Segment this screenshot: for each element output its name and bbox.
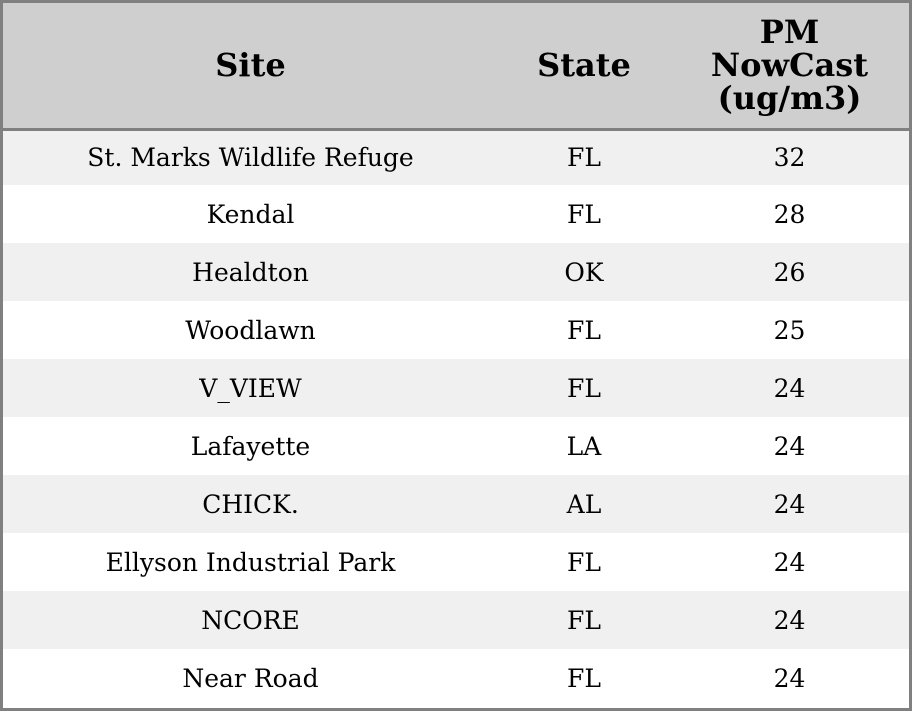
table-row: CHICK. AL 24 bbox=[3, 475, 909, 533]
cell-site: Woodlawn bbox=[3, 301, 498, 359]
data-table: Site State PM NowCast (ug/m3) St. Marks … bbox=[3, 3, 909, 707]
cell-site: Lafayette bbox=[3, 417, 498, 475]
cell-state: FL bbox=[498, 591, 670, 649]
cell-pm: 28 bbox=[670, 185, 909, 243]
cell-state: FL bbox=[498, 533, 670, 591]
cell-site: V_VIEW bbox=[3, 359, 498, 417]
cell-pm: 24 bbox=[670, 591, 909, 649]
table-row: V_VIEW FL 24 bbox=[3, 359, 909, 417]
table-header: Site State PM NowCast (ug/m3) bbox=[3, 3, 909, 131]
cell-site: Healdton bbox=[3, 243, 498, 301]
cell-state: FL bbox=[498, 129, 670, 185]
cell-pm: 24 bbox=[670, 475, 909, 533]
table-row: NCORE FL 24 bbox=[3, 591, 909, 649]
cell-state: OK bbox=[498, 243, 670, 301]
cell-site: Near Road bbox=[3, 649, 498, 707]
cell-state: AL bbox=[498, 475, 670, 533]
header-pm-line1: PM bbox=[759, 12, 820, 51]
cell-state: FL bbox=[498, 359, 670, 417]
cell-pm: 32 bbox=[670, 129, 909, 185]
header-state: State bbox=[498, 3, 670, 131]
cell-state: LA bbox=[498, 417, 670, 475]
cell-state: FL bbox=[498, 649, 670, 707]
cell-pm: 24 bbox=[670, 417, 909, 475]
header-site: Site bbox=[3, 3, 498, 131]
cell-pm: 24 bbox=[670, 359, 909, 417]
table-row: Ellyson Industrial Park FL 24 bbox=[3, 533, 909, 591]
header-pm-line2: NowCast bbox=[710, 45, 869, 84]
cell-state: FL bbox=[498, 301, 670, 359]
cell-site: St. Marks Wildlife Refuge bbox=[3, 129, 498, 185]
header-pm-nowcast: PM NowCast (ug/m3) bbox=[670, 3, 909, 131]
cell-pm: 24 bbox=[670, 649, 909, 707]
table-body: St. Marks Wildlife Refuge FL 32 Kendal F… bbox=[3, 129, 909, 707]
cell-state: FL bbox=[498, 185, 670, 243]
cell-site: Kendal bbox=[3, 185, 498, 243]
cell-pm: 25 bbox=[670, 301, 909, 359]
table-row: Near Road FL 24 bbox=[3, 649, 909, 707]
cell-pm: 26 bbox=[670, 243, 909, 301]
cell-site: NCORE bbox=[3, 591, 498, 649]
header-pm-line3: (ug/m3) bbox=[717, 78, 862, 117]
table-row: Lafayette LA 24 bbox=[3, 417, 909, 475]
cell-site: Ellyson Industrial Park bbox=[3, 533, 498, 591]
header-row: Site State PM NowCast (ug/m3) bbox=[3, 3, 909, 131]
table-row: Kendal FL 28 bbox=[3, 185, 909, 243]
cell-pm: 24 bbox=[670, 533, 909, 591]
cell-site: CHICK. bbox=[3, 475, 498, 533]
table-row: Healdton OK 26 bbox=[3, 243, 909, 301]
table-row: Woodlawn FL 25 bbox=[3, 301, 909, 359]
table-row: St. Marks Wildlife Refuge FL 32 bbox=[3, 129, 909, 185]
